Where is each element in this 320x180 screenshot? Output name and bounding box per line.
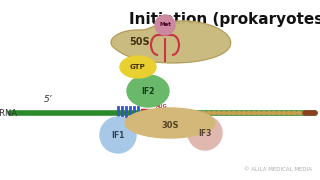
Text: mRNA: mRNA (0, 109, 17, 118)
Ellipse shape (125, 108, 215, 138)
Text: IF1: IF1 (111, 130, 125, 140)
Circle shape (155, 15, 175, 35)
Text: 5’: 5’ (44, 94, 52, 103)
Ellipse shape (127, 75, 169, 107)
Ellipse shape (120, 56, 156, 78)
Text: GTP: GTP (130, 64, 146, 70)
Text: AUG: AUG (156, 104, 168, 109)
Circle shape (188, 116, 222, 150)
Text: Initiation (prokaryotes): Initiation (prokaryotes) (129, 12, 320, 27)
Polygon shape (111, 21, 231, 63)
Text: 50S: 50S (130, 37, 150, 47)
Circle shape (100, 117, 136, 153)
Text: © ALILA MEDICAL MEDIA: © ALILA MEDICAL MEDIA (244, 167, 312, 172)
Text: IF3: IF3 (198, 129, 212, 138)
Text: IF2: IF2 (141, 87, 155, 96)
Text: 30S: 30S (161, 122, 179, 130)
Text: Met: Met (159, 22, 171, 28)
